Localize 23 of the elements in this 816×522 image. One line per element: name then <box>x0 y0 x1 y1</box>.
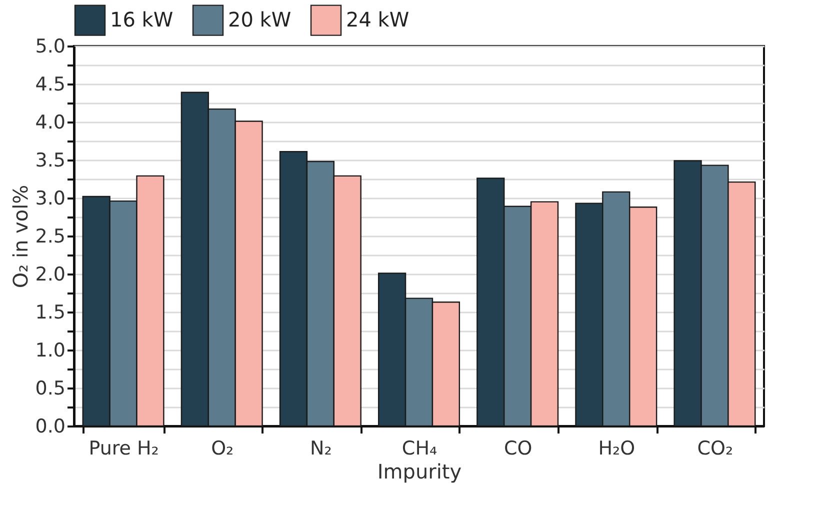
y-tick-label: 5.0 <box>35 36 66 58</box>
y-tick-label: 2.0 <box>35 264 66 286</box>
y-tick-label: 3.5 <box>35 150 66 172</box>
y-tick-label: 4.0 <box>35 112 66 134</box>
y-tick-label: 0.5 <box>35 378 66 400</box>
x-tick-label: CH₄ <box>402 438 438 460</box>
legend-label: 20 kW <box>228 7 292 32</box>
x-axis-title: Impurity <box>377 460 462 484</box>
y-tick-label: 3.0 <box>35 188 66 210</box>
x-tick-label: Pure H₂ <box>88 438 159 460</box>
y-tick-label: 2.5 <box>35 226 66 248</box>
y-tick-label: 1.5 <box>35 302 66 324</box>
legend-label: 24 kW <box>346 7 410 32</box>
x-tick-label: H₂O <box>598 438 636 460</box>
y-tick-label: 4.5 <box>35 74 66 96</box>
y-axis-title: O₂ in vol% <box>8 184 32 288</box>
x-tick-label: CO₂ <box>697 438 734 460</box>
x-tick-label: CO <box>504 438 532 460</box>
legend-label: 16 kW <box>110 7 174 32</box>
y-tick-label: 0.0 <box>35 416 66 438</box>
x-tick-label: O₂ <box>211 438 234 460</box>
y-tick-label: 1.0 <box>35 340 66 362</box>
x-tick-label: N₂ <box>310 438 332 460</box>
